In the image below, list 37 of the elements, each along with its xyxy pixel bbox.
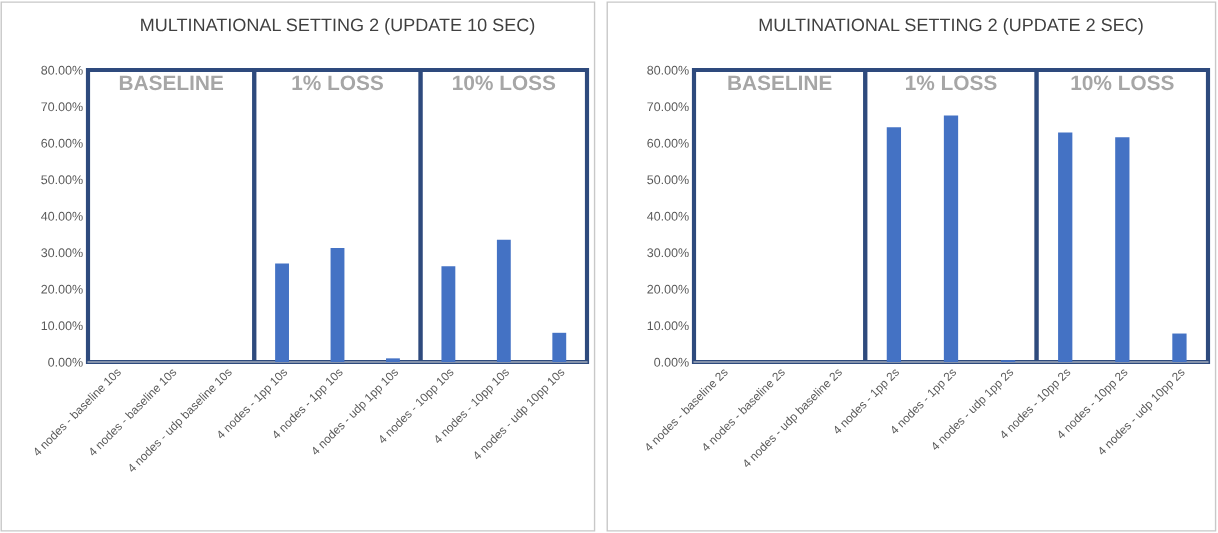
y-tick-label: 0.00% — [654, 357, 689, 367]
y-tick-label: 10.00% — [41, 321, 83, 331]
band-label: BASELINE — [728, 75, 832, 91]
y-tick-label: 50.00% — [41, 175, 83, 185]
y-tick-label: 60.00% — [647, 138, 689, 148]
bar — [552, 332, 567, 362]
y-tick-label: 70.00% — [41, 102, 83, 112]
y-tick-label: 80.00% — [647, 65, 689, 75]
band-label: 1% LOSS — [906, 75, 997, 91]
y-tick-label: 40.00% — [41, 211, 83, 221]
y-tick-label: 10.00% — [647, 321, 689, 331]
bar — [1058, 132, 1073, 362]
y-tick-label: 30.00% — [41, 248, 83, 258]
bar — [1115, 137, 1130, 362]
y-tick-label: 20.00% — [41, 284, 83, 294]
bar — [441, 266, 456, 362]
band-label: BASELINE — [119, 75, 224, 91]
y-tick-label: 0.00% — [48, 357, 83, 367]
y-tick-label: 80.00% — [41, 65, 83, 75]
y-tick-label: 20.00% — [647, 284, 689, 294]
bar — [1172, 333, 1187, 362]
y-tick-label: 60.00% — [41, 138, 83, 148]
bar — [275, 263, 289, 362]
y-tick-label: 30.00% — [647, 248, 689, 258]
bar — [886, 127, 902, 362]
y-tick-label: 70.00% — [647, 102, 689, 112]
band-label: 1% LOSS — [292, 75, 383, 91]
band-label: 10% LOSS — [1071, 75, 1174, 91]
band-label: 10% LOSS — [453, 75, 556, 91]
bar — [943, 115, 959, 362]
chart-title: MULTINATIONAL SETTING 2 (UPDATE 10 SEC) — [141, 18, 535, 35]
bar — [330, 248, 345, 362]
y-tick-label: 40.00% — [647, 211, 689, 221]
bar — [496, 239, 511, 362]
y-tick-label: 50.00% — [647, 175, 689, 185]
chart-title: MULTINATIONAL SETTING 2 (UPDATE 2 SEC) — [759, 18, 1143, 35]
bar — [386, 358, 400, 362]
